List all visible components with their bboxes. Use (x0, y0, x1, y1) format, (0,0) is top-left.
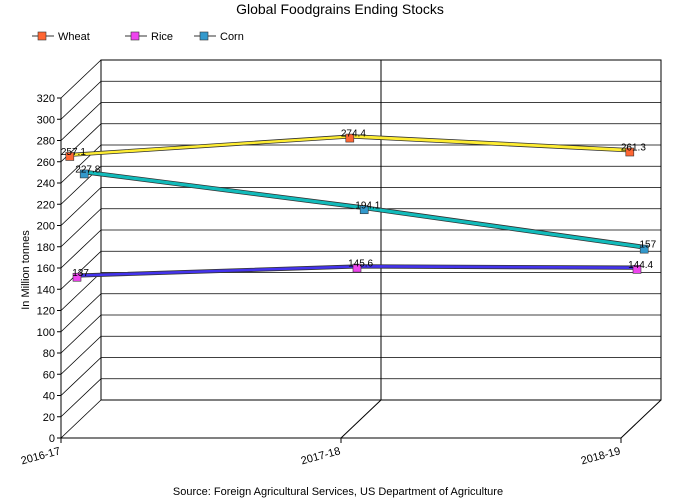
data-label-corn: 194.1 (355, 200, 380, 211)
legend-marker (199, 31, 209, 41)
grid-diagonal (60, 314, 102, 354)
y-tick-label: 280 (37, 136, 55, 148)
plot-frame (60, 59, 662, 439)
y-tick-label: 120 (37, 306, 55, 318)
legend: Wheat Rice Corn (32, 31, 244, 43)
y-axis: 0 20 40 60 80 100 120 140 160 180 200 220 240 260 280 3… (37, 93, 61, 445)
y-tick-label: 80 (43, 348, 55, 360)
series-corn: 227.8 194.1 157 (75, 165, 657, 254)
x-axis: 2016-17 2017-18 2018-19 (20, 438, 622, 467)
legend-item-wheat: Wheat (32, 31, 90, 43)
y-tick-label: 100 (37, 327, 55, 339)
grid-diagonal (60, 378, 102, 418)
data-label-corn: 227.8 (75, 165, 100, 176)
series-rice: 137 145.6 144.4 (72, 259, 654, 282)
legend-label: Corn (220, 31, 244, 43)
grid-diagonal (60, 59, 102, 99)
y-tick-label: 60 (43, 369, 55, 381)
legend-marker (37, 31, 47, 41)
y-axis-label: In Million tonnes (20, 230, 32, 310)
series-wheat: 257.1 274.4 261.3 (61, 129, 646, 161)
data-label-wheat: 257.1 (61, 147, 86, 158)
x-tick-label: 2017-18 (300, 445, 342, 467)
data-label-wheat: 274.4 (341, 129, 366, 140)
grid-diagonal (60, 80, 102, 120)
data-point-rice (72, 272, 82, 282)
grid-diagonal (60, 357, 102, 396)
grid-diagonal (60, 229, 102, 269)
floor-right-edge (620, 399, 662, 439)
legend-item-corn: Corn (194, 31, 244, 43)
y-tick-label: 200 (37, 221, 55, 233)
data-point-rice (632, 265, 642, 274)
grid-diagonal (60, 293, 102, 333)
data-label-rice: 144.4 (628, 260, 653, 271)
y-tick-label: 0 (49, 433, 55, 445)
floor-divider (340, 399, 382, 439)
y-tick-label: 40 (43, 391, 55, 403)
y-tick-label: 20 (43, 412, 55, 424)
grid-diagonal (60, 399, 102, 439)
y-tick-label: 300 (37, 114, 55, 126)
grid-diagonal (60, 208, 102, 248)
data-label-corn: 157 (639, 240, 656, 251)
chart-title: Global Foodgrains Ending Stocks (236, 1, 444, 17)
legend-item-rice: Rice (125, 31, 173, 43)
data-label-rice: 145.6 (348, 259, 373, 270)
grid-diagonal (60, 272, 102, 311)
grid-diagonal (60, 187, 102, 226)
x-tick-label: 2018-19 (580, 445, 622, 467)
y-tick-label: 240 (37, 178, 55, 190)
y-tick-label: 260 (37, 157, 55, 169)
grid-diagonal (60, 102, 102, 141)
data-point-rice (352, 263, 362, 273)
y-tick-label: 320 (37, 93, 55, 105)
grid-diagonal (60, 335, 102, 375)
legend-label: Wheat (58, 31, 90, 43)
legend-label: Rice (151, 31, 173, 43)
y-tick-label: 180 (37, 242, 55, 254)
series-layer: 227.8 194.1 157 257.1 274.4 261.3 137 145.6 144.… (61, 129, 657, 282)
data-point-wheat (65, 152, 75, 161)
y-tick-label: 140 (37, 284, 55, 296)
x-tick-label: 2016-17 (20, 445, 62, 467)
data-label-rice: 137 (72, 268, 89, 279)
data-point-corn (79, 169, 89, 179)
data-point-corn (359, 205, 369, 215)
y-tick-label: 160 (37, 263, 55, 275)
source-note: Source: Foreign Agricultural Services, U… (173, 486, 503, 498)
data-point-wheat (625, 147, 635, 157)
data-label-wheat: 261.3 (621, 143, 646, 154)
data-point-wheat (345, 133, 355, 143)
data-point-corn (639, 244, 649, 254)
legend-marker (130, 31, 140, 41)
gridlines (60, 59, 661, 439)
y-tick-label: 220 (37, 199, 55, 211)
grid-diagonal (60, 250, 102, 290)
